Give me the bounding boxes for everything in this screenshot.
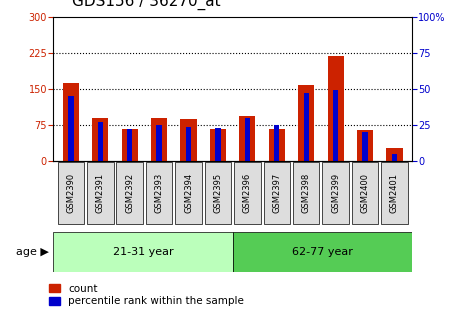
Text: GSM2398: GSM2398 — [302, 173, 311, 213]
FancyBboxPatch shape — [352, 162, 378, 224]
Bar — [92, 118, 108, 161]
Text: GSM2396: GSM2396 — [243, 173, 252, 213]
FancyBboxPatch shape — [293, 162, 319, 224]
Text: GSM2392: GSM2392 — [125, 173, 134, 213]
Legend: count, percentile rank within the sample: count, percentile rank within the sample — [49, 284, 244, 306]
Bar — [357, 130, 373, 161]
Bar — [151, 118, 167, 161]
FancyBboxPatch shape — [205, 162, 231, 224]
Text: 62-77 year: 62-77 year — [292, 247, 353, 257]
Text: GSM2391: GSM2391 — [96, 173, 105, 213]
Text: GDS156 / 36270_at: GDS156 / 36270_at — [72, 0, 220, 10]
Bar — [274, 125, 280, 161]
Bar — [68, 96, 74, 161]
Text: age ▶: age ▶ — [16, 247, 49, 257]
Text: GSM2397: GSM2397 — [272, 173, 282, 213]
FancyBboxPatch shape — [87, 162, 113, 224]
Bar — [363, 132, 368, 161]
Bar — [127, 129, 132, 161]
FancyBboxPatch shape — [146, 162, 172, 224]
Text: GSM2390: GSM2390 — [66, 173, 75, 213]
Bar — [186, 127, 191, 161]
Bar — [210, 129, 226, 161]
FancyBboxPatch shape — [58, 162, 84, 224]
FancyBboxPatch shape — [117, 162, 143, 224]
Bar — [239, 116, 256, 161]
Text: GSM2395: GSM2395 — [213, 173, 222, 213]
Text: GSM2393: GSM2393 — [155, 173, 163, 213]
Text: GSM2400: GSM2400 — [361, 173, 369, 213]
FancyBboxPatch shape — [381, 162, 407, 224]
Bar — [386, 148, 402, 161]
Text: GSM2394: GSM2394 — [184, 173, 193, 213]
FancyBboxPatch shape — [175, 162, 202, 224]
FancyBboxPatch shape — [263, 162, 290, 224]
FancyBboxPatch shape — [322, 162, 349, 224]
FancyBboxPatch shape — [233, 232, 412, 272]
Bar — [392, 154, 397, 161]
Text: GSM2399: GSM2399 — [331, 173, 340, 213]
Bar — [122, 129, 138, 161]
Bar — [269, 129, 285, 161]
Bar — [215, 128, 220, 161]
Bar — [156, 125, 162, 161]
Bar — [327, 56, 344, 161]
Bar — [333, 90, 338, 161]
FancyBboxPatch shape — [53, 232, 233, 272]
Bar — [245, 118, 250, 161]
Text: 21-31 year: 21-31 year — [113, 247, 173, 257]
FancyBboxPatch shape — [234, 162, 261, 224]
Bar — [181, 119, 197, 161]
Text: GSM2401: GSM2401 — [390, 173, 399, 213]
Bar — [298, 85, 314, 161]
Bar — [63, 83, 79, 161]
Bar — [304, 93, 309, 161]
Bar — [98, 122, 103, 161]
